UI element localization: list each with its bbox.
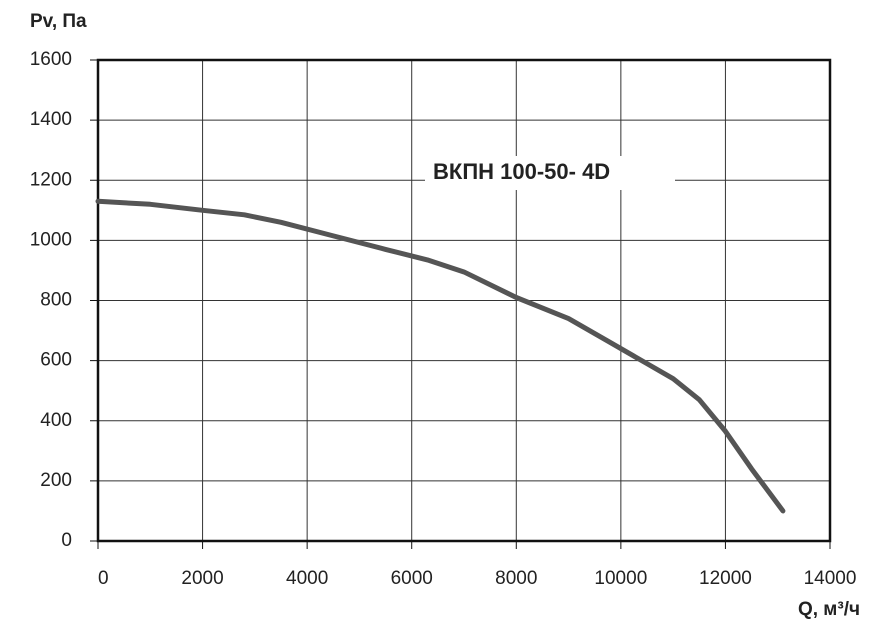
- y-tick-label: 800: [40, 290, 72, 311]
- x-tick-label: 14000: [804, 568, 857, 589]
- curve: [95, 198, 786, 514]
- x-tick-label: 10000: [594, 568, 647, 589]
- x-tick-label: 4000: [286, 568, 328, 589]
- title-background: [425, 156, 675, 190]
- x-tick-label: 8000: [495, 568, 537, 589]
- y-tick-label: 1600: [30, 49, 72, 70]
- x-axis-label: Q, м³/ч: [798, 599, 860, 620]
- y-tick-label: 1000: [30, 229, 72, 250]
- chart-title: ВКПН 100-50- 4D: [433, 159, 610, 184]
- x-tick-label: 12000: [699, 568, 752, 589]
- grid: [97, 59, 831, 542]
- y-tick-label: 1400: [30, 109, 72, 130]
- y-tick-label: 200: [40, 470, 72, 491]
- y-tick-label: 0: [61, 530, 72, 551]
- y-tick-label: 400: [40, 410, 72, 431]
- y-tick-label: 600: [40, 350, 72, 371]
- x-tick-label: 0: [98, 568, 109, 589]
- y-axis-label: Pv, Па: [30, 11, 87, 32]
- x-tick-label: 2000: [181, 568, 223, 589]
- y-tick-label: 1200: [30, 169, 72, 190]
- x-tick-label: 6000: [391, 568, 433, 589]
